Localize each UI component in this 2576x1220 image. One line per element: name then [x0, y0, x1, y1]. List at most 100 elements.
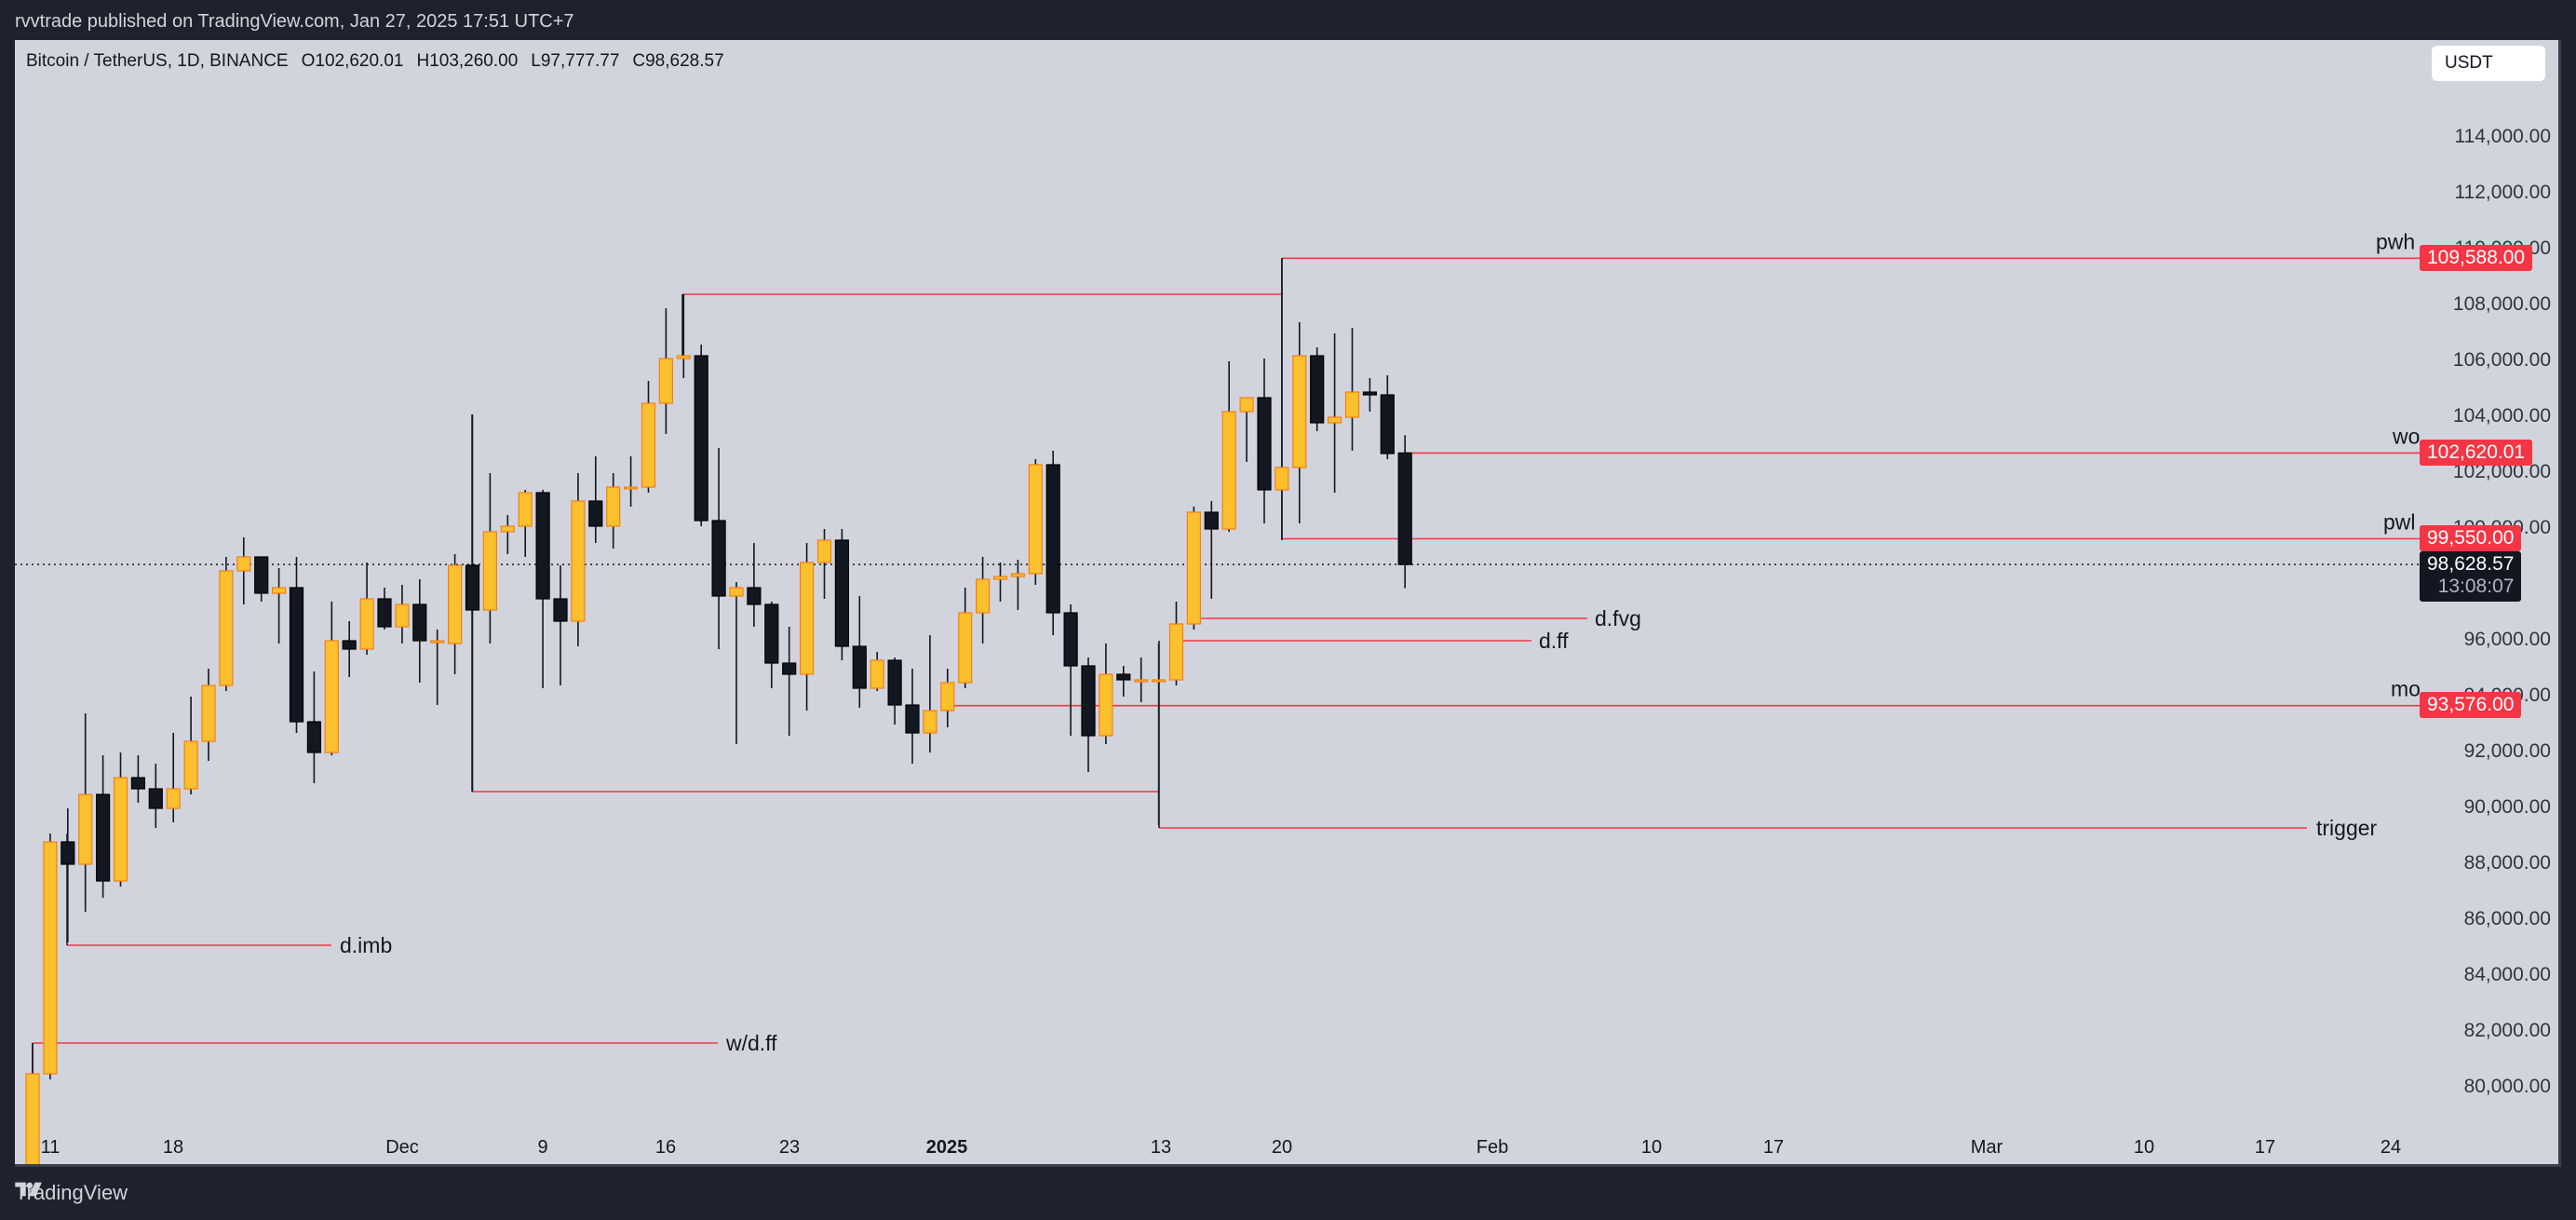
candle[interactable] [342, 621, 357, 677]
candle[interactable] [992, 563, 1008, 602]
candle[interactable] [482, 473, 497, 644]
candle[interactable] [1275, 258, 1289, 540]
candle[interactable] [1151, 644, 1167, 825]
last-price-tag: 98,628.57 13:08:07 [2420, 551, 2522, 602]
candle[interactable] [430, 630, 445, 705]
candle[interactable] [1204, 501, 1219, 599]
candle[interactable] [1344, 328, 1360, 451]
candle[interactable] [747, 543, 762, 627]
candle[interactable] [254, 556, 269, 602]
candle[interactable] [641, 381, 656, 493]
candle[interactable] [1397, 435, 1412, 589]
candle[interactable] [130, 755, 146, 803]
candle[interactable] [166, 733, 181, 822]
level-label-trigger: trigger [2316, 816, 2378, 840]
candle[interactable] [676, 294, 691, 378]
x-axis-tick: 17 [1763, 1137, 1784, 1158]
candle[interactable] [606, 473, 621, 549]
candle[interactable] [412, 579, 427, 683]
currency-button[interactable]: USDT [2432, 46, 2545, 81]
candle[interactable] [1134, 657, 1149, 702]
candle[interactable] [816, 529, 832, 599]
x-axis-tick: 11 [41, 1137, 61, 1158]
candle[interactable] [1239, 397, 1254, 462]
candle[interactable] [852, 596, 867, 708]
candle[interactable] [1221, 361, 1236, 532]
candle[interactable] [782, 627, 797, 736]
footer-branding[interactable]: TradingView [15, 1181, 128, 1205]
y-axis-tick: 112,000.00 [2454, 182, 2551, 203]
candle[interactable] [43, 834, 58, 1079]
candle[interactable] [465, 414, 480, 792]
candle[interactable] [1380, 375, 1395, 459]
candle[interactable] [219, 557, 234, 691]
candle[interactable] [870, 652, 884, 691]
candle[interactable] [61, 808, 75, 942]
candle[interactable] [1310, 347, 1325, 431]
candle[interactable] [148, 764, 163, 828]
candle[interactable] [588, 456, 603, 543]
candle[interactable] [1327, 333, 1342, 493]
candle[interactable] [1099, 644, 1113, 744]
candle[interactable] [1292, 322, 1307, 523]
candle[interactable] [113, 752, 128, 887]
candle[interactable] [359, 563, 374, 655]
candle[interactable] [1168, 602, 1184, 685]
candle[interactable] [1116, 666, 1131, 697]
candle[interactable] [711, 448, 726, 649]
candle[interactable] [923, 635, 937, 752]
candle[interactable] [658, 308, 674, 434]
level-label-dimb: d.imb [340, 933, 392, 957]
level-label-wo: wo [2392, 424, 2420, 448]
candle[interactable] [571, 473, 586, 646]
candle[interactable] [289, 557, 304, 733]
candle[interactable] [25, 1043, 40, 1167]
candle[interactable] [1186, 507, 1202, 630]
level-label-dfvg: d.fvg [1595, 606, 1641, 630]
candle[interactable] [729, 582, 744, 744]
candle[interactable] [78, 713, 93, 912]
candle[interactable] [553, 565, 568, 685]
x-axis-tick: Feb [1477, 1137, 1508, 1158]
ohlc-high: H103,260.00 [416, 51, 519, 71]
candle[interactable] [1010, 560, 1026, 610]
candle[interactable] [799, 543, 815, 711]
candlestick-chart[interactable]: 114,000.00112,000.00110,000.00108,000.00… [15, 40, 2561, 1167]
candle[interactable] [975, 557, 991, 644]
candle[interactable] [395, 585, 410, 644]
candle[interactable] [834, 529, 850, 660]
x-axis-tick: 10 [1641, 1137, 1662, 1158]
candle[interactable] [1063, 604, 1078, 736]
chart-panel[interactable]: 114,000.00112,000.00110,000.00108,000.00… [15, 40, 2561, 1167]
y-axis-tick: 88,000.00 [2464, 852, 2551, 874]
candle[interactable] [183, 697, 198, 794]
x-axis-tick: 24 [2380, 1137, 2401, 1158]
y-axis-tick: 114,000.00 [2454, 126, 2551, 147]
candle[interactable] [324, 602, 339, 755]
candle[interactable] [623, 456, 639, 507]
candle[interactable] [377, 588, 392, 630]
candle[interactable] [1081, 657, 1096, 772]
candle[interactable] [887, 657, 902, 725]
y-axis-tick: 80,000.00 [2464, 1076, 2551, 1097]
candle[interactable] [1362, 378, 1378, 412]
candle[interactable] [236, 537, 251, 604]
candle[interactable] [694, 345, 708, 526]
candle[interactable] [500, 515, 515, 554]
y-axis-tick: 84,000.00 [2464, 964, 2551, 985]
candle[interactable] [306, 671, 321, 783]
candle[interactable] [905, 669, 920, 764]
candle[interactable] [1028, 459, 1043, 585]
candle[interactable] [95, 755, 111, 898]
candle[interactable] [1257, 359, 1272, 523]
candle[interactable] [201, 669, 216, 761]
candle[interactable] [764, 602, 779, 688]
candle[interactable] [940, 669, 955, 727]
y-axis-tick: 96,000.00 [2464, 629, 2551, 650]
candle[interactable] [535, 490, 550, 688]
candle[interactable] [518, 490, 533, 557]
candle[interactable] [448, 554, 463, 674]
candle[interactable] [958, 588, 973, 688]
candle[interactable] [272, 568, 287, 644]
candle[interactable] [1045, 451, 1060, 635]
